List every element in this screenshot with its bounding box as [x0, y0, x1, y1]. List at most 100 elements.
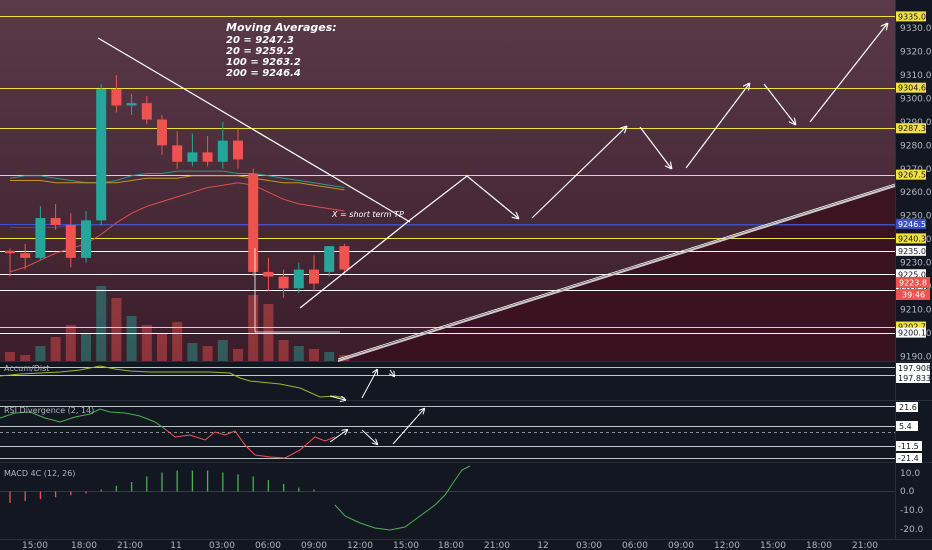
- accum-dist-label: 197.833K: [898, 374, 932, 383]
- rsi-pane-title: RSI Divergence (2, 14): [4, 406, 94, 415]
- price-level-value: 9200.1: [898, 329, 926, 338]
- price-axis-tick: 9330.0: [900, 24, 932, 34]
- volume-bar: [172, 322, 183, 361]
- time-axis-tick: 18:00: [71, 541, 97, 550]
- price-level-tag: [896, 327, 926, 338]
- rsi-label: -21.4: [898, 454, 919, 463]
- accum-dist-label: 197.908K: [898, 364, 932, 373]
- price-level-tag: [896, 169, 926, 180]
- candle-body: [157, 119, 167, 146]
- volume-bar: [278, 340, 289, 361]
- time-axis-tick: 18:00: [438, 541, 464, 550]
- rsi-arrow: [329, 430, 347, 443]
- time-axis-tick: 15:00: [393, 541, 419, 550]
- candle-body: [248, 173, 259, 272]
- trendline-up-channel-inner: [337, 183, 896, 360]
- candle-body: [202, 152, 213, 162]
- price-level-value: 9225.0: [898, 270, 926, 279]
- price-axis-tick: 9210.0: [900, 305, 932, 315]
- price-axis-tick: 9290.0: [900, 118, 932, 128]
- rsi-label: 5.4: [899, 422, 912, 431]
- trendline-down: [97, 37, 411, 223]
- price-level-tag: [896, 123, 926, 134]
- candle-body: [309, 269, 319, 284]
- volume-bar: [263, 304, 274, 361]
- moving-average-value: 20 = 9259.2: [226, 46, 294, 57]
- accum-dist-arrow: [329, 395, 345, 400]
- volume-bar: [217, 340, 228, 361]
- volume-bar: [35, 346, 46, 361]
- macd-label: 0.0: [900, 487, 915, 497]
- candle-body: [81, 220, 91, 258]
- rsi-pane-background: [0, 401, 895, 462]
- moving-averages-title: Moving Averages:: [226, 21, 337, 34]
- projection-path-3: [531, 127, 626, 219]
- moving-average-line: [9, 170, 345, 188]
- macd-label: 10.0: [900, 469, 920, 479]
- volume-bar: [157, 334, 167, 361]
- projection-path-7: [809, 24, 887, 123]
- time-axis-tick: 11: [170, 541, 181, 550]
- last-price-label: 9223.8 39:46: [896, 277, 930, 300]
- candle-body: [324, 246, 335, 272]
- price-level-tag: [896, 321, 926, 332]
- time-axis-tick: 12:00: [347, 541, 373, 550]
- candle-body: [65, 225, 76, 258]
- macd-pane-background: [0, 463, 895, 539]
- candle-body: [278, 276, 289, 289]
- candle-body: [217, 140, 228, 162]
- price-level-value: 9202.7: [898, 323, 926, 332]
- rsi-axis-labels: 21.6 5.4 -11.5 -21.4: [896, 402, 922, 463]
- time-axis-tick: 03:00: [209, 541, 235, 550]
- rsi-label: 21.6: [899, 403, 917, 412]
- time-axis-tick: 12:00: [714, 541, 740, 550]
- time-axis-tick: 18:00: [806, 541, 832, 550]
- projection-path-1: [299, 219, 411, 309]
- volume-bar: [65, 325, 76, 361]
- macd-label: -10.0: [900, 506, 924, 516]
- price-level-tag: [896, 11, 926, 22]
- price-axis-tick: 9300.0: [900, 94, 932, 104]
- macd-pane-title: MACD 4C (12, 26): [4, 469, 75, 478]
- price-level-tag: [896, 269, 926, 280]
- bar-countdown: 39:46: [902, 291, 925, 300]
- accum-dist-arrow: [361, 370, 377, 399]
- price-level-tag: [896, 82, 926, 93]
- volume-bar: [293, 346, 304, 361]
- projection-path-5: [685, 84, 749, 169]
- candle-body: [35, 218, 46, 258]
- price-level-tag: [896, 245, 926, 256]
- moving-average-value: 20 = 9247.3: [226, 35, 294, 46]
- volume-bar: [20, 355, 31, 361]
- macd-label: -20.0: [900, 525, 924, 535]
- projection-path-2: [409, 175, 518, 221]
- price-axis-tick: 9320.0: [900, 48, 932, 58]
- candle-body: [339, 246, 350, 270]
- time-axis-tick: 06:00: [622, 541, 648, 550]
- candle-body: [293, 269, 304, 289]
- volume-bar: [111, 298, 122, 361]
- moving-average-lines: [9, 170, 895, 273]
- volume-bar: [248, 295, 259, 361]
- time-axis-tick: 15:00: [22, 541, 48, 550]
- last-price-value: 9223.8: [899, 279, 927, 288]
- time-axis-tick: 09:00: [668, 541, 694, 550]
- projection-path-4: [639, 126, 671, 168]
- candle-body: [172, 145, 183, 162]
- candle-body: [187, 152, 198, 162]
- price-axis-tick: 9230.0: [900, 259, 932, 269]
- volume-bar: [187, 343, 198, 361]
- volume-bar: [309, 349, 319, 361]
- moving-average-line: [10, 224, 345, 228]
- time-axis-tick: 21:00: [484, 541, 510, 550]
- candle-body: [50, 218, 61, 226]
- price-level-value: 9335.0: [898, 12, 926, 21]
- macd-histogram: [9, 470, 315, 503]
- price-axis-tick: 9250.0: [900, 212, 932, 222]
- volume-bar: [141, 325, 152, 361]
- time-axis-tick: 09:00: [301, 541, 327, 550]
- candle-body: [20, 253, 31, 258]
- rsi-line-red: [164, 428, 336, 459]
